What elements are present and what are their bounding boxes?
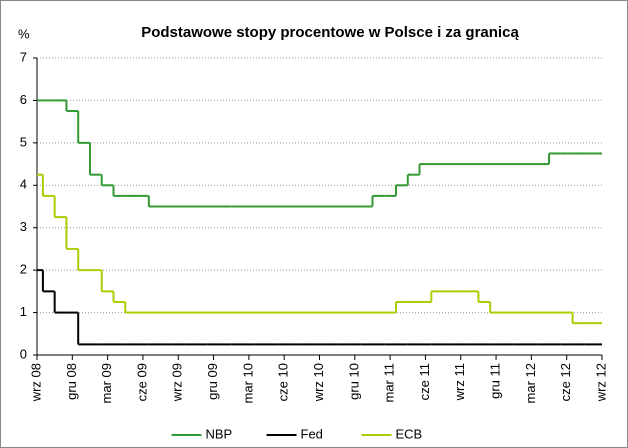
x-tick-label: cze 12 <box>558 363 573 401</box>
x-tick-label: cze 11 <box>417 363 432 400</box>
x-tick-label: cze 09 <box>134 363 149 401</box>
x-tick-label: mar 10 <box>240 363 255 403</box>
x-tick-label: gru 08 <box>64 363 79 400</box>
x-tick-label: wrz 12 <box>593 363 608 402</box>
x-tick-label: gru 10 <box>346 363 361 400</box>
x-tick-label: cze 10 <box>276 363 291 401</box>
y-tick-label: 3 <box>20 219 27 234</box>
chart-title: Podstawowe stopy procentowe w Polsce i z… <box>141 24 519 41</box>
y-tick-label: 4 <box>20 177 27 192</box>
y-tick-label: 0 <box>20 346 27 361</box>
y-tick-label: 6 <box>20 92 27 107</box>
y-tick-label: 5 <box>20 134 27 149</box>
x-tick-label: wrz 10 <box>311 363 326 402</box>
y-axis-label: % <box>18 26 30 41</box>
y-tick-label: 7 <box>20 49 27 64</box>
legend-label: Fed <box>301 426 323 441</box>
x-tick-label: gru 09 <box>205 363 220 400</box>
legend-label: ECB <box>396 426 423 441</box>
x-tick-label: wrz 08 <box>28 363 43 402</box>
x-tick-label: mar 11 <box>382 363 397 403</box>
x-tick-label: mar 09 <box>99 363 114 403</box>
y-tick-label: 1 <box>20 304 27 319</box>
y-tick-label: 2 <box>20 262 27 277</box>
x-tick-label: wrz 09 <box>170 363 185 402</box>
legend-label: NBP <box>206 426 233 441</box>
x-tick-label: mar 12 <box>523 363 538 403</box>
x-tick-label: gru 11 <box>488 363 503 399</box>
x-tick-label: wrz 11 <box>452 363 467 401</box>
